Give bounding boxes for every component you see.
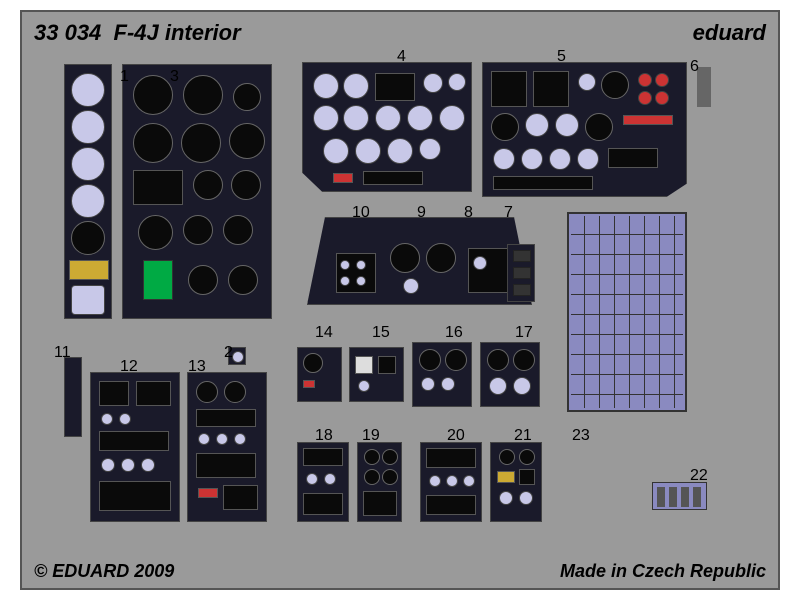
part-label: 15 <box>372 324 390 342</box>
panel-3 <box>122 64 272 319</box>
part-label: 19 <box>362 427 380 445</box>
part-label: 9 <box>417 204 426 222</box>
panel-11 <box>64 357 82 437</box>
part-label: 13 <box>188 358 206 376</box>
product-name: F-4J interior <box>114 20 241 45</box>
panel-1 <box>64 64 112 319</box>
product-code: 33 034 <box>34 20 101 45</box>
part-label: 2 <box>224 344 233 362</box>
panel-19 <box>357 442 402 522</box>
part-label: 7 <box>504 204 513 222</box>
panel-18 <box>297 442 349 522</box>
part-label: 16 <box>445 324 463 342</box>
product-title: 33 034 F-4J interior <box>34 20 241 46</box>
part-label: 5 <box>557 48 566 66</box>
part-label: 8 <box>464 204 473 222</box>
part-label: 17 <box>515 324 533 342</box>
part-label: 11 <box>54 344 71 362</box>
brand-name: eduard <box>693 20 766 46</box>
part-label: 10 <box>352 204 370 222</box>
part-label: 3 <box>170 68 179 86</box>
part-label: 1 <box>120 68 129 86</box>
panel-23 <box>567 212 687 412</box>
panel-20 <box>420 442 482 522</box>
panel-4 <box>302 62 472 192</box>
panel-7 <box>507 244 535 302</box>
panel-22 <box>652 482 707 510</box>
footer: © EDUARD 2009 Made in Czech Republic <box>34 561 766 582</box>
fret-background: 33 034 F-4J interior eduard <box>20 10 780 590</box>
panel-21 <box>490 442 542 522</box>
part-label: 21 <box>514 427 532 445</box>
panel-12 <box>90 372 180 522</box>
panel-14-17-cluster <box>297 337 547 417</box>
part-label: 22 <box>690 467 708 485</box>
header: 33 034 F-4J interior eduard <box>34 18 766 48</box>
part-label: 6 <box>690 58 699 76</box>
panel-9-cluster <box>307 217 532 305</box>
part-label: 12 <box>120 358 138 376</box>
panel-5 <box>482 62 687 197</box>
part-label: 14 <box>315 324 333 342</box>
panel-6 <box>697 67 711 107</box>
part-label: 4 <box>397 48 406 66</box>
part-label: 18 <box>315 427 333 445</box>
part-label: 23 <box>572 427 590 445</box>
copyright-text: © EDUARD 2009 <box>34 561 174 582</box>
panel-13 <box>187 372 267 522</box>
part-label: 20 <box>447 427 465 445</box>
origin-text: Made in Czech Republic <box>560 561 766 582</box>
